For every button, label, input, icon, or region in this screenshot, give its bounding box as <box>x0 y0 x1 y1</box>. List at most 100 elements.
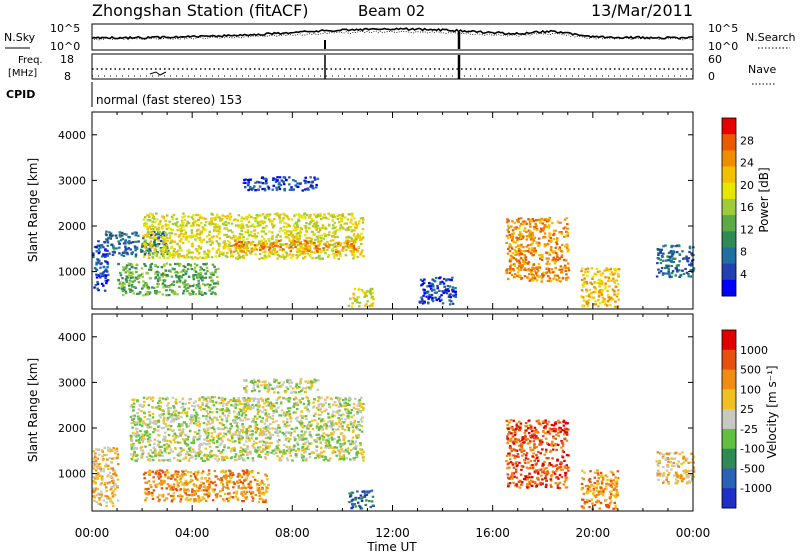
echo-cell <box>360 238 364 241</box>
echo-cell <box>583 280 587 283</box>
echo-cell <box>347 246 350 249</box>
echo-cell <box>332 234 335 237</box>
echo-cell <box>161 237 164 240</box>
title: Zhongshan Station (fitACF) <box>92 1 309 20</box>
echo-cell <box>312 406 315 409</box>
echo-cell <box>132 240 135 244</box>
echo-cell <box>308 431 312 434</box>
echo-cell <box>204 256 207 259</box>
echo-cell <box>175 418 178 421</box>
echo-cell <box>662 252 665 255</box>
echo-cell <box>248 399 251 402</box>
colorbar-tick-label: 24 <box>740 157 754 170</box>
echo-cell <box>262 250 265 253</box>
echo-cell <box>274 238 278 241</box>
echo-cell <box>134 249 137 252</box>
echo-cell <box>197 274 200 277</box>
echo-cell <box>304 182 307 185</box>
echo-cell <box>295 240 298 243</box>
echo-cell <box>211 271 214 274</box>
echo-cell <box>249 425 252 428</box>
echo-cell <box>518 263 522 266</box>
echo-cell <box>260 230 264 233</box>
echo-cell <box>311 257 314 260</box>
echo-cell <box>200 443 204 446</box>
echo-cell <box>433 291 437 294</box>
echo-cell <box>125 233 128 236</box>
echo-cell <box>179 451 182 454</box>
echo-cell <box>592 296 596 299</box>
echo-cell <box>294 180 297 183</box>
echo-cell <box>298 253 301 256</box>
echo-cell <box>564 226 567 229</box>
echo-cell <box>601 296 605 299</box>
echo-cell <box>108 471 112 474</box>
echo-cell <box>230 222 234 225</box>
echo-cell <box>267 397 270 400</box>
echo-cell <box>178 253 181 256</box>
echo-cell <box>131 271 134 274</box>
echo-cell <box>165 425 168 428</box>
echo-cell <box>143 437 146 441</box>
echo-cell <box>342 246 345 249</box>
echo-cell <box>520 222 523 226</box>
echo-cell <box>615 293 618 297</box>
echo-cell <box>173 406 176 409</box>
echo-cell <box>119 271 122 274</box>
echo-cell <box>198 451 202 454</box>
echo-cell <box>352 257 355 260</box>
echo-cell <box>230 404 233 407</box>
echo-cell <box>201 401 204 404</box>
echo-cell <box>217 437 220 440</box>
echo-cell <box>201 459 205 462</box>
echo-cell <box>331 243 334 247</box>
echo-cell <box>354 440 358 443</box>
echo-cell <box>126 251 129 254</box>
echo-cell <box>449 296 452 299</box>
power-frame <box>91 111 694 310</box>
echo-cell <box>195 214 198 217</box>
echo-cell <box>511 247 514 250</box>
echo-cell <box>305 214 309 217</box>
echo-cell <box>179 447 183 450</box>
echo-cell <box>170 283 174 286</box>
echo-cell <box>159 239 163 243</box>
echo-cell <box>601 300 605 303</box>
echo-cell <box>352 403 356 406</box>
echo-cell <box>184 269 187 272</box>
echo-cell <box>667 264 670 267</box>
echo-cell <box>609 296 612 299</box>
echo-cell <box>588 295 591 298</box>
echo-cell <box>263 402 266 405</box>
echo-cell <box>221 214 224 217</box>
echo-cell <box>175 436 178 439</box>
echo-cell <box>299 245 303 248</box>
echo-cell <box>264 232 268 235</box>
echo-cell <box>318 255 321 258</box>
echo-cell <box>243 450 247 453</box>
echo-cell <box>152 253 155 256</box>
echo-cell <box>248 178 252 181</box>
echo-cell <box>198 287 201 290</box>
echo-cell <box>678 275 681 278</box>
echo-cell <box>420 284 423 287</box>
echo-cell <box>209 272 212 275</box>
echo-cell <box>273 247 276 250</box>
echo-cell <box>314 256 318 260</box>
echo-cell <box>327 224 331 227</box>
echo-cell <box>324 401 328 405</box>
echo-cell <box>108 231 111 234</box>
echo-cell <box>114 457 117 460</box>
echo-cell <box>345 222 348 225</box>
y-tick-label: 1000 <box>58 266 86 279</box>
echo-cell <box>295 408 299 411</box>
echo-cell <box>254 236 257 239</box>
echo-cell <box>162 249 166 252</box>
echo-cell <box>431 296 434 299</box>
echo-cell <box>161 293 164 296</box>
echo-cell <box>139 430 142 433</box>
echo-cell <box>533 277 537 280</box>
echo-cell <box>127 284 131 287</box>
